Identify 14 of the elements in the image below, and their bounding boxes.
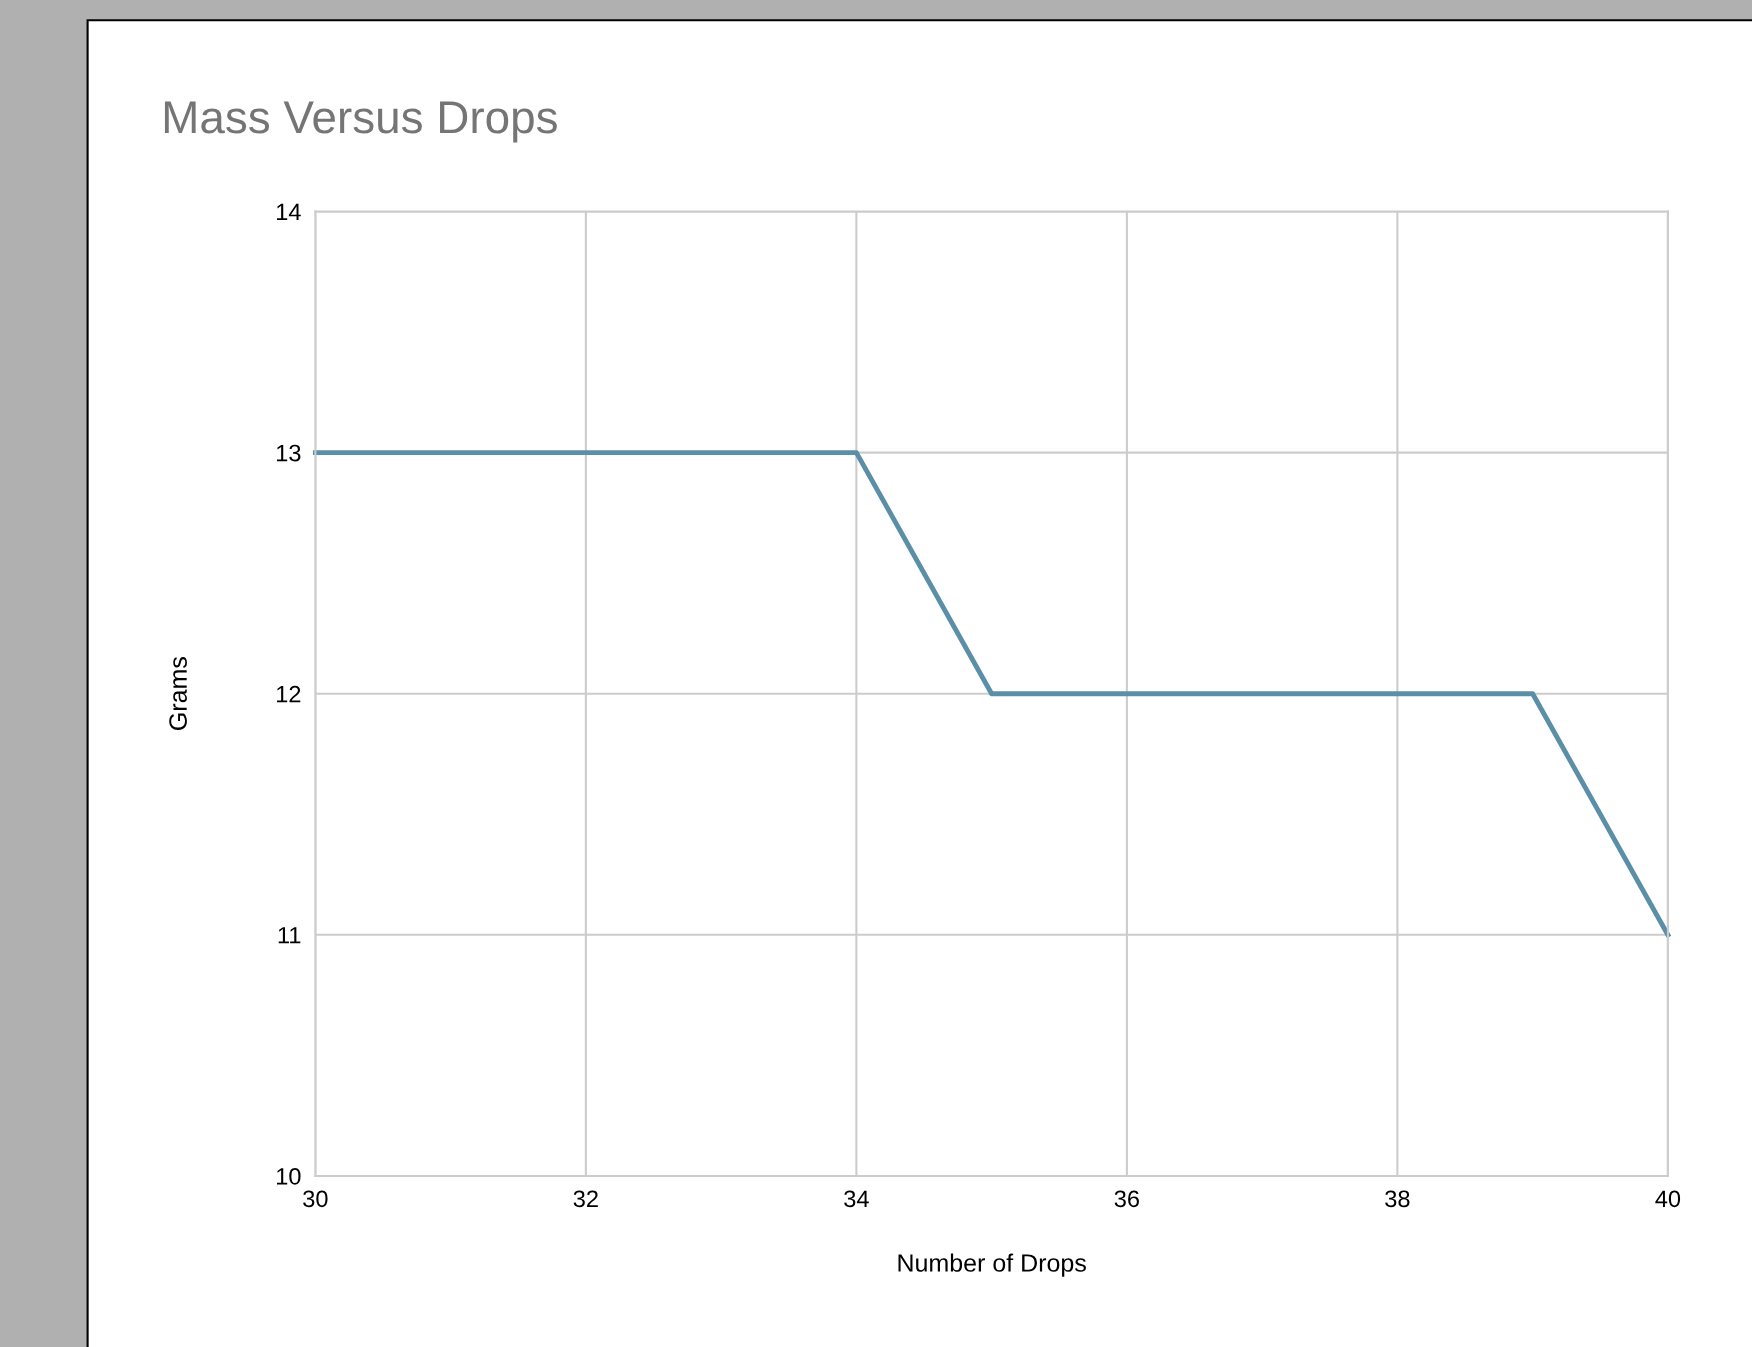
y-axis-title: Grams (169, 657, 187, 730)
x-tick-label: 38 (1385, 1190, 1410, 1208)
y-tick-label: 14 (277, 203, 301, 221)
chart-title: Mass Versus Drops (164, 101, 557, 143)
x-tick-label: 32 (573, 1190, 598, 1208)
x-tick-label: 40 (1655, 1190, 1681, 1208)
y-tick-label: 13 (277, 444, 301, 462)
x-tick-label: 30 (303, 1190, 328, 1208)
y-tick-label: 12 (277, 685, 301, 703)
y-tick-label: 11 (278, 927, 301, 944)
x-axis-title: Number of Drops (898, 1253, 1086, 1277)
x-tick-label: 34 (844, 1190, 869, 1208)
x-tick-label: 36 (1114, 1190, 1139, 1208)
y-tick-label: 10 (277, 1168, 301, 1185)
